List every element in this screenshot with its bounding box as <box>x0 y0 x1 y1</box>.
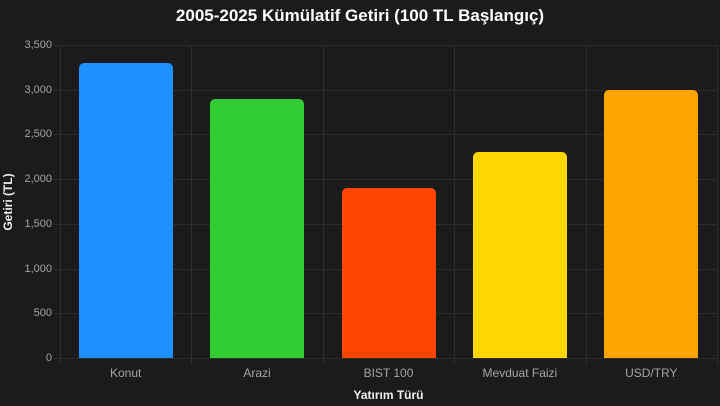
x-tick-label: Mevduat Faizi <box>482 366 558 380</box>
y-tick-label: 3,000 <box>24 83 52 96</box>
x-gridline <box>454 45 456 364</box>
y-gridline <box>54 134 717 136</box>
y-tick-label: 2,500 <box>24 128 52 141</box>
bar-arazi[interactable] <box>210 98 305 358</box>
bar-usd-try[interactable] <box>604 89 699 358</box>
x-axis-title: Yatırım Türü <box>353 388 424 402</box>
x-tick-label: USD/TRY <box>625 366 678 380</box>
y-tick-label: 1,000 <box>24 262 52 275</box>
x-gridline <box>191 45 193 364</box>
y-axis-title: Getiri (TL) <box>1 173 15 231</box>
y-tick-label: 500 <box>33 307 52 320</box>
y-gridline <box>54 358 717 359</box>
bar-mevduat-faizi[interactable] <box>472 152 567 358</box>
y-gridline <box>54 179 717 181</box>
x-tick-label: Konut <box>110 366 142 380</box>
x-gridline <box>322 45 324 364</box>
chart-title: 2005-2025 Kümülatif Getiri (100 TL Başla… <box>175 6 545 25</box>
y-tick-label: 3,500 <box>24 39 52 51</box>
y-tick-label: 0 <box>45 352 52 364</box>
bar-konut[interactable] <box>78 62 173 358</box>
x-tick-label: Arazi <box>243 366 271 380</box>
x-gridline <box>717 45 718 364</box>
y-gridline <box>54 45 717 46</box>
y-gridline <box>54 89 717 91</box>
x-tick-label: BIST 100 <box>363 366 414 380</box>
x-gridline <box>60 45 61 364</box>
y-tick-label: 1,500 <box>24 217 52 230</box>
bar-bist-100[interactable] <box>341 188 436 358</box>
y-tick-label: 2,000 <box>24 173 52 186</box>
x-gridline <box>585 45 587 364</box>
